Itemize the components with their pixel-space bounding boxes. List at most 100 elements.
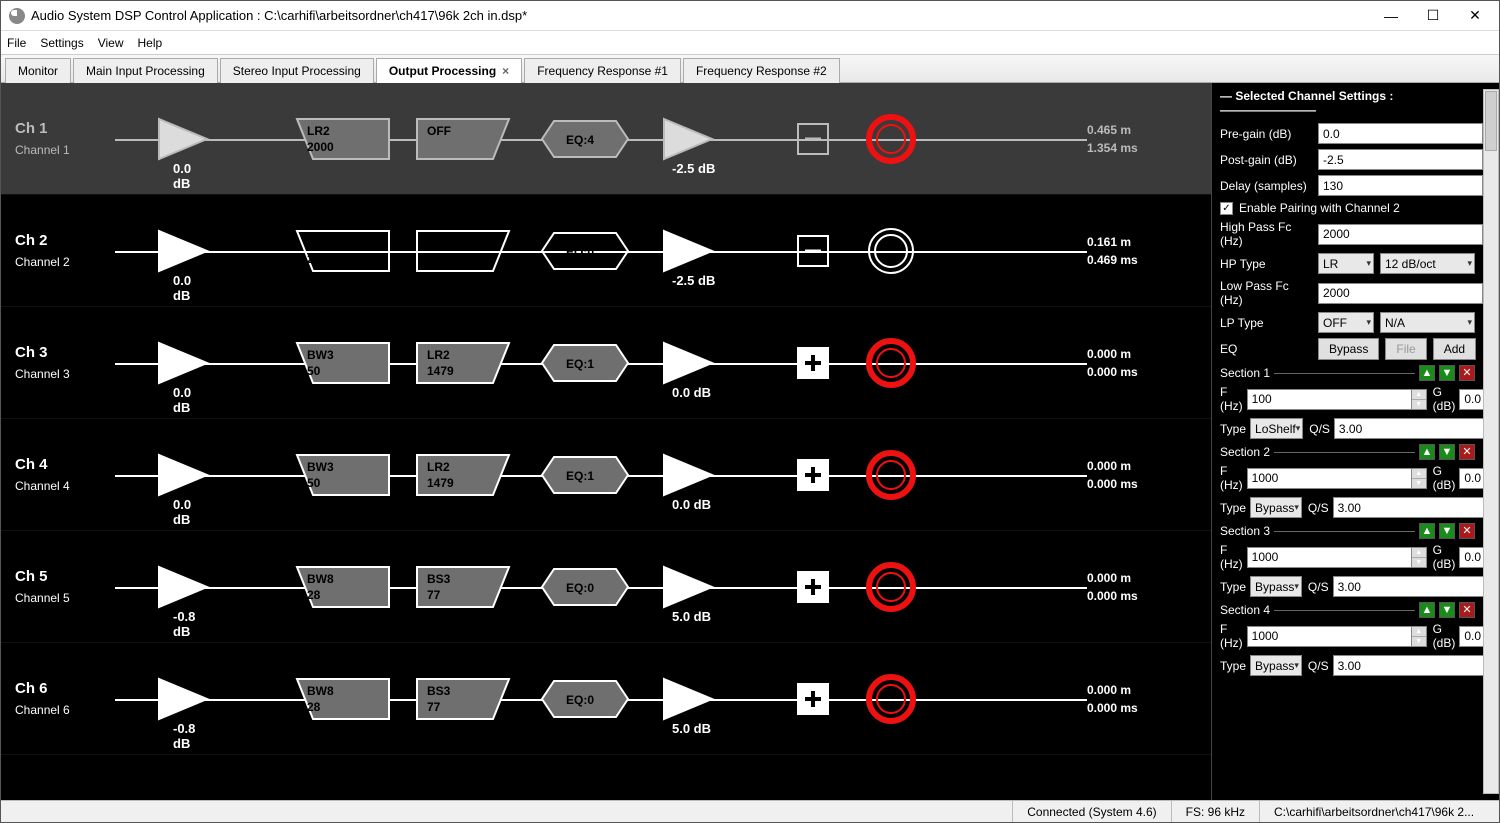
lptype-sel2[interactable]: N/A▾ — [1380, 312, 1475, 333]
sec2-f[interactable]: ▲▼ — [1247, 468, 1427, 489]
polarity-toggle[interactable] — [795, 345, 831, 381]
output-ring-icon[interactable] — [865, 673, 917, 725]
sec3-type[interactable]: Bypass▾ — [1250, 576, 1302, 597]
lowpass-block[interactable]: OFF — [415, 227, 511, 275]
lowpass-block[interactable]: OFF — [415, 115, 511, 163]
output-ring-icon[interactable] — [865, 449, 917, 501]
channel-row-6[interactable]: Ch 6Channel 6 -0.8 dB BW8 28 BS3 77 EQ:0… — [1, 643, 1211, 755]
highpass-block[interactable]: BW8 28 — [295, 563, 391, 611]
pregain-amp-icon[interactable]: -0.8 dB — [155, 675, 211, 723]
highpass-block[interactable]: BW3 50 — [295, 339, 391, 387]
lowpass-block[interactable]: LR2 1479 — [415, 451, 511, 499]
sec1-qs[interactable]: ▲▼ — [1334, 418, 1499, 439]
pregain-field[interactable]: ▲▼ — [1318, 123, 1498, 144]
lpfc-field[interactable]: ▲▼ — [1318, 283, 1498, 304]
sec3-qs-input[interactable] — [1333, 576, 1497, 597]
eq-file-button[interactable]: File — [1385, 338, 1426, 360]
maximize-button[interactable]: ☐ — [1421, 4, 1445, 28]
postgain-amp-icon[interactable]: -2.5 dB — [660, 227, 716, 275]
spin-down-icon[interactable]: ▼ — [1412, 558, 1426, 567]
spin-up-icon[interactable]: ▲ — [1412, 548, 1426, 558]
hptype-sel2[interactable]: 12 dB/oct▾ — [1380, 253, 1475, 274]
spin-up-icon[interactable]: ▲ — [1412, 627, 1426, 637]
eq-bypass-button[interactable]: Bypass — [1318, 338, 1379, 360]
channel-row-3[interactable]: Ch 3Channel 3 0.0 dB BW3 50 LR2 1479 EQ:… — [1, 307, 1211, 419]
channel-row-1[interactable]: Ch 1Channel 1 0.0 dB LR2 2000 OFF EQ:4 -… — [1, 83, 1211, 195]
pregain-amp-icon[interactable]: 0.0 dB — [155, 115, 211, 163]
output-ring-icon[interactable] — [865, 337, 917, 389]
spin-down-icon[interactable]: ▼ — [1412, 637, 1426, 646]
sec4-type[interactable]: Bypass▾ — [1250, 655, 1302, 676]
tab-monitor[interactable]: Monitor — [5, 58, 71, 83]
minimize-button[interactable]: — — [1379, 4, 1403, 28]
menu-help[interactable]: Help — [138, 36, 163, 50]
postgain-amp-icon[interactable]: 0.0 dB — [660, 451, 716, 499]
lpfc-field-input[interactable] — [1318, 283, 1482, 304]
lowpass-block[interactable]: BS3 77 — [415, 563, 511, 611]
sec4-f[interactable]: ▲▼ — [1247, 626, 1427, 647]
section-up-icon[interactable]: ▲ — [1419, 444, 1435, 460]
tab-output-processing[interactable]: Output Processing× — [376, 58, 522, 83]
postgain-amp-icon[interactable]: 5.0 dB — [660, 563, 716, 611]
section-down-icon[interactable]: ▼ — [1439, 444, 1455, 460]
sec3-f[interactable]: ▲▼ — [1247, 547, 1427, 568]
output-ring-icon[interactable] — [865, 113, 917, 165]
polarity-toggle[interactable] — [795, 569, 831, 605]
channel-row-4[interactable]: Ch 4Channel 4 0.0 dB BW3 50 LR2 1479 EQ:… — [1, 419, 1211, 531]
sec2-qs[interactable]: ▲▼ — [1333, 497, 1499, 518]
sec2-type[interactable]: Bypass▾ — [1250, 497, 1302, 518]
tab-main-input-processing[interactable]: Main Input Processing — [73, 58, 218, 83]
polarity-toggle[interactable] — [795, 681, 831, 717]
spin-up-icon[interactable]: ▲ — [1412, 469, 1426, 479]
sec1-qs-input[interactable] — [1334, 418, 1498, 439]
hpfc-field-input[interactable] — [1318, 224, 1482, 245]
hpfc-field[interactable]: ▲▼ — [1318, 224, 1498, 245]
side-scrollbar[interactable] — [1483, 89, 1499, 794]
output-ring-icon[interactable] — [865, 225, 917, 277]
close-button[interactable]: ✕ — [1463, 4, 1487, 28]
pregain-amp-icon[interactable]: 0.0 dB — [155, 339, 211, 387]
section-up-icon[interactable]: ▲ — [1419, 523, 1435, 539]
sec1-f[interactable]: ▲▼ — [1247, 389, 1427, 410]
section-delete-icon[interactable]: ✕ — [1459, 365, 1475, 381]
section-up-icon[interactable]: ▲ — [1419, 365, 1435, 381]
channel-row-2[interactable]: Ch 2Channel 2 0.0 dB LR2 2000 OFF EQ:0 -… — [1, 195, 1211, 307]
tab-frequency-response-1[interactable]: Frequency Response #1 — [524, 58, 681, 83]
eq-block[interactable]: EQ:0 — [540, 679, 630, 719]
channel-row-5[interactable]: Ch 5Channel 5 -0.8 dB BW8 28 BS3 77 EQ:0… — [1, 531, 1211, 643]
spin-down-icon[interactable]: ▼ — [1412, 479, 1426, 488]
sec1-type[interactable]: LoShelf▾ — [1250, 418, 1303, 439]
eq-add-button[interactable]: Add — [1433, 338, 1476, 360]
pairing-checkbox[interactable]: ✓Enable Pairing with Channel 2 — [1220, 201, 1475, 215]
highpass-block[interactable]: BW3 50 — [295, 451, 391, 499]
postgain-amp-icon[interactable]: -2.5 dB — [660, 115, 716, 163]
tab-stereo-input-processing[interactable]: Stereo Input Processing — [220, 58, 374, 83]
postgain-amp-icon[interactable]: 0.0 dB — [660, 339, 716, 387]
menu-file[interactable]: File — [7, 36, 26, 50]
section-delete-icon[interactable]: ✕ — [1459, 523, 1475, 539]
sec3-qs[interactable]: ▲▼ — [1333, 576, 1499, 597]
pregain-amp-icon[interactable]: -0.8 dB — [155, 563, 211, 611]
section-up-icon[interactable]: ▲ — [1419, 602, 1435, 618]
eq-block[interactable]: EQ:4 — [540, 119, 630, 159]
menu-view[interactable]: View — [98, 36, 124, 50]
eq-block[interactable]: EQ:1 — [540, 343, 630, 383]
delay-field[interactable]: ▲▼ — [1318, 175, 1498, 196]
menu-settings[interactable]: Settings — [40, 36, 83, 50]
sec3-f-input[interactable] — [1247, 547, 1411, 568]
sec4-qs[interactable]: ▲▼ — [1333, 655, 1499, 676]
polarity-toggle[interactable] — [795, 233, 831, 269]
highpass-block[interactable]: BW8 28 — [295, 675, 391, 723]
postgain-amp-icon[interactable]: 5.0 dB — [660, 675, 716, 723]
highpass-block[interactable]: LR2 2000 — [295, 115, 391, 163]
lptype-sel1[interactable]: OFF▾ — [1318, 312, 1374, 333]
section-down-icon[interactable]: ▼ — [1439, 365, 1455, 381]
section-down-icon[interactable]: ▼ — [1439, 523, 1455, 539]
lowpass-block[interactable]: BS3 77 — [415, 675, 511, 723]
section-down-icon[interactable]: ▼ — [1439, 602, 1455, 618]
sec2-qs-input[interactable] — [1333, 497, 1497, 518]
lowpass-block[interactable]: LR2 1479 — [415, 339, 511, 387]
tab-frequency-response-2[interactable]: Frequency Response #2 — [683, 58, 840, 83]
hptype-sel1[interactable]: LR▾ — [1318, 253, 1374, 274]
pregain-amp-icon[interactable]: 0.0 dB — [155, 451, 211, 499]
